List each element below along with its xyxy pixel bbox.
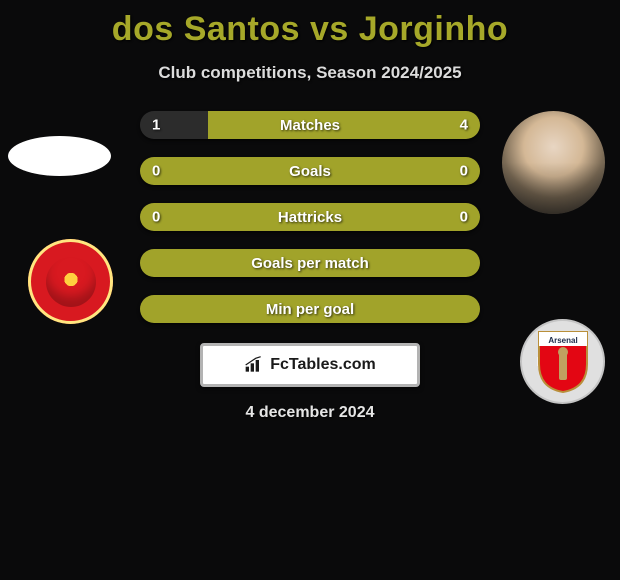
stat-left-value: 1: [152, 117, 160, 134]
stat-label: Goals per match: [251, 255, 369, 272]
stat-bar-matches: 1 Matches 4: [140, 111, 480, 139]
footer-date: 4 december 2024: [246, 404, 375, 422]
brand-text: FcTables.com: [270, 356, 376, 374]
subtitle: Club competitions, Season 2024/2025: [0, 63, 620, 83]
stat-bars: 1 Matches 4 0 Goals 0 0 Hattricks 0 Goal…: [140, 111, 480, 341]
stat-right-value: 0: [460, 163, 468, 180]
stat-right-value: 0: [460, 209, 468, 226]
stat-bar-goals-per-match: Goals per match: [140, 249, 480, 277]
page-title: dos Santos vs Jorginho: [0, 0, 620, 49]
club-left-badge: [28, 239, 113, 324]
stat-bar-hattricks: 0 Hattricks 0: [140, 203, 480, 231]
stat-label: Hattricks: [278, 209, 342, 226]
stat-left-value: 0: [152, 163, 160, 180]
arsenal-crest-icon: Arsenal: [535, 330, 591, 394]
stat-right-value: 4: [460, 117, 468, 134]
player-left-avatar: [8, 136, 111, 176]
stat-label: Matches: [280, 117, 340, 134]
svg-text:Arsenal: Arsenal: [548, 336, 577, 345]
player-right-avatar: [502, 111, 605, 214]
stat-bar-goals: 0 Goals 0: [140, 157, 480, 185]
bar-chart-icon: [244, 356, 264, 374]
stat-label: Goals: [289, 163, 331, 180]
club-right-badge: Arsenal: [520, 319, 605, 404]
stat-label: Min per goal: [266, 301, 354, 318]
stat-left-value: 0: [152, 209, 160, 226]
brand-card[interactable]: FcTables.com: [200, 343, 420, 387]
stat-bar-min-per-goal: Min per goal: [140, 295, 480, 323]
